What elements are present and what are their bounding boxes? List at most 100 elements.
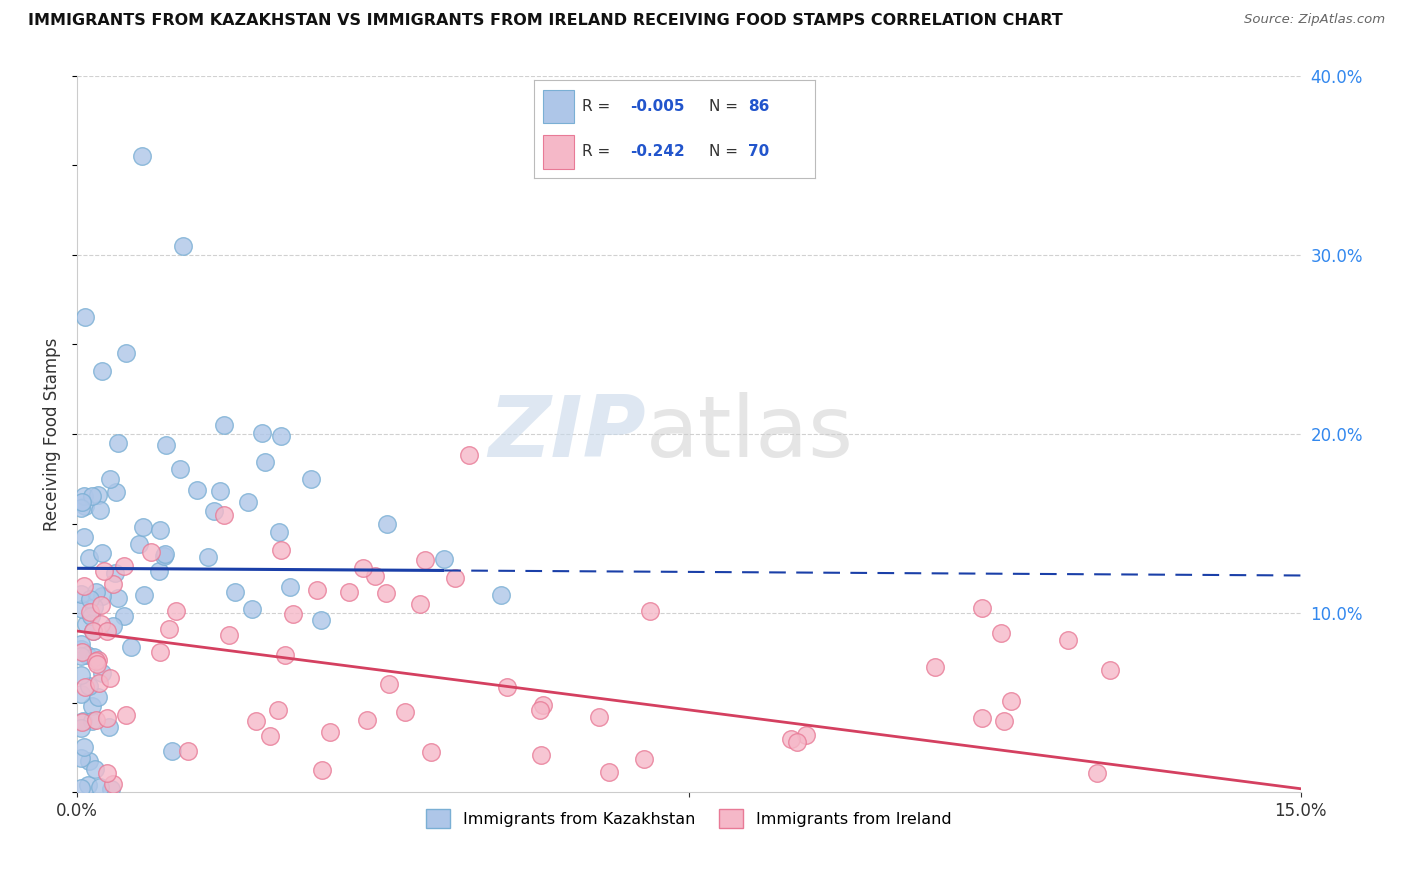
Point	[786, 734, 808, 748]
Point	[273, 648, 295, 662]
Point	[115, 707, 138, 722]
Point	[72, 714, 94, 729]
Point	[529, 703, 551, 717]
Point	[153, 549, 176, 563]
Point	[70, 495, 93, 509]
Point	[89, 780, 111, 795]
Point	[86, 690, 108, 704]
Point	[80, 698, 103, 713]
Point	[73, 489, 96, 503]
Point	[77, 550, 100, 565]
Point	[75, 310, 97, 325]
Point	[72, 530, 94, 544]
Point	[240, 602, 263, 616]
Point	[79, 592, 101, 607]
Point	[70, 587, 93, 601]
Point	[89, 503, 111, 517]
Point	[305, 582, 328, 597]
Point	[413, 553, 436, 567]
Point	[218, 627, 240, 641]
Text: IMMIGRANTS FROM KAZAKHSTAN VS IMMIGRANTS FROM IRELAND RECEIVING FOOD STAMPS CORR: IMMIGRANTS FROM KAZAKHSTAN VS IMMIGRANTS…	[28, 13, 1063, 29]
Point	[83, 649, 105, 664]
Point	[250, 426, 273, 441]
Point	[83, 762, 105, 776]
Point	[169, 462, 191, 476]
Bar	[543, 136, 574, 169]
Point	[377, 677, 399, 691]
Point	[253, 455, 276, 469]
Point	[270, 428, 292, 442]
Point	[212, 508, 235, 522]
Point	[352, 561, 374, 575]
Point	[794, 728, 817, 742]
Point	[394, 705, 416, 719]
Point	[82, 624, 104, 638]
Point	[172, 239, 194, 253]
Point	[356, 713, 378, 727]
Point	[530, 747, 553, 762]
Text: ZIP: ZIP	[488, 392, 645, 475]
Point	[70, 751, 93, 765]
Point	[259, 729, 281, 743]
Point	[149, 524, 172, 538]
Point	[76, 778, 98, 792]
Point	[212, 417, 235, 432]
Point	[1099, 663, 1122, 677]
Text: atlas: atlas	[645, 392, 853, 475]
Point	[972, 601, 994, 615]
Point	[202, 503, 225, 517]
Point	[70, 642, 93, 657]
Point	[90, 599, 112, 613]
Point	[780, 732, 803, 747]
Point	[87, 675, 110, 690]
Point	[924, 659, 946, 673]
Point	[70, 687, 93, 701]
Point	[408, 597, 430, 611]
Point	[93, 564, 115, 578]
Text: R =: R =	[582, 145, 616, 160]
Point	[531, 698, 554, 713]
Text: N =: N =	[709, 145, 742, 160]
Point	[165, 604, 187, 618]
Point	[84, 654, 107, 668]
Point	[177, 743, 200, 757]
Point	[90, 364, 112, 378]
Point	[80, 609, 103, 624]
Point	[224, 584, 246, 599]
Point	[375, 586, 398, 600]
Point	[70, 645, 93, 659]
Point	[104, 566, 127, 581]
Point	[337, 584, 360, 599]
Point	[70, 668, 93, 682]
Point	[101, 777, 124, 791]
Point	[84, 713, 107, 727]
Point	[80, 489, 103, 503]
Text: N =: N =	[709, 99, 742, 114]
Point	[309, 613, 332, 627]
Point	[96, 711, 118, 725]
Point	[1056, 633, 1078, 648]
Point	[139, 545, 162, 559]
Point	[70, 649, 93, 664]
Point	[76, 648, 98, 662]
Point	[131, 519, 153, 533]
Point	[73, 740, 96, 755]
Y-axis label: Receiving Food Stamps: Receiving Food Stamps	[44, 337, 60, 531]
Point	[149, 645, 172, 659]
Text: R =: R =	[582, 99, 616, 114]
Point	[100, 472, 122, 486]
Text: 70: 70	[748, 145, 769, 160]
Point	[86, 657, 108, 671]
Point	[112, 608, 135, 623]
Point	[319, 725, 342, 739]
Point	[633, 752, 655, 766]
Point	[90, 665, 112, 680]
Legend: Immigrants from Kazakhstan, Immigrants from Ireland: Immigrants from Kazakhstan, Immigrants f…	[420, 802, 957, 835]
Text: 86: 86	[748, 99, 769, 114]
Point	[82, 624, 104, 639]
Point	[90, 617, 112, 632]
Point	[269, 525, 291, 540]
Point	[588, 710, 610, 724]
Point	[73, 579, 96, 593]
Point	[160, 744, 183, 758]
